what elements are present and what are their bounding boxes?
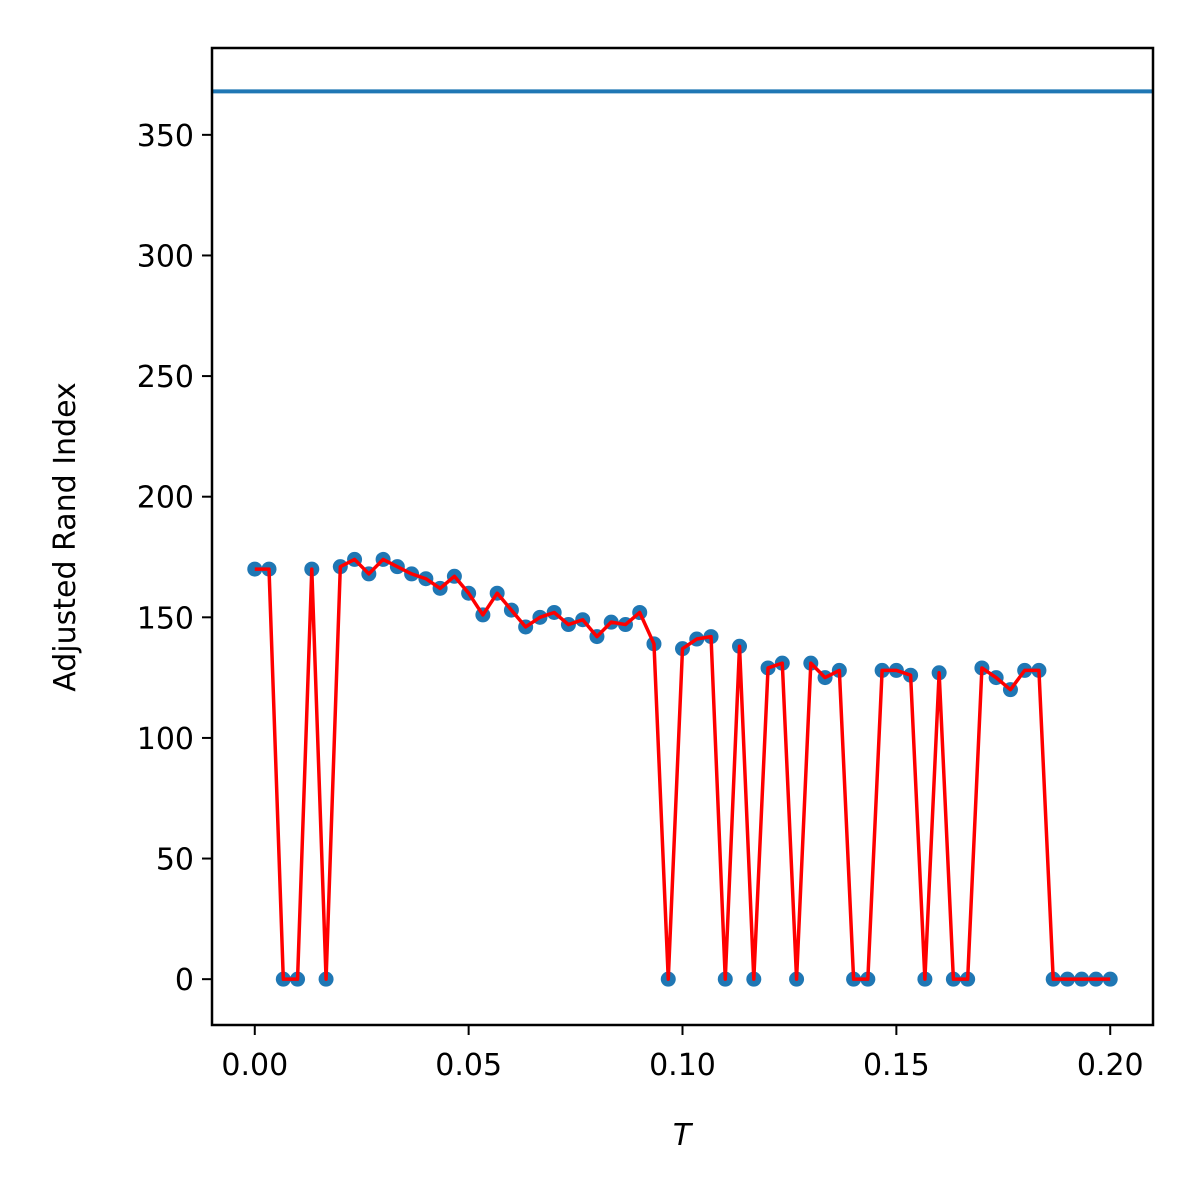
series-line <box>254 557 1111 981</box>
x-tick-label: 0.20 <box>1077 1048 1144 1083</box>
y-tick-label: 350 <box>137 119 194 154</box>
y-tick-label: 300 <box>137 239 194 274</box>
x-axis-label: T <box>673 1118 694 1153</box>
x-tick-label: 0.05 <box>435 1048 502 1083</box>
y-tick-label: 50 <box>156 843 194 878</box>
x-tick-label: 0.00 <box>221 1048 288 1083</box>
x-tick-label: 0.15 <box>863 1048 930 1083</box>
y-tick-label: 200 <box>137 481 194 516</box>
y-tick-label: 250 <box>137 360 194 395</box>
x-tick-label: 0.10 <box>649 1048 716 1083</box>
y-tick-label: 0 <box>175 963 194 998</box>
y-tick-label: 100 <box>137 722 194 757</box>
y-tick-label: 150 <box>137 601 194 636</box>
y-axis-label: Adjusted Rand Index <box>48 382 83 692</box>
